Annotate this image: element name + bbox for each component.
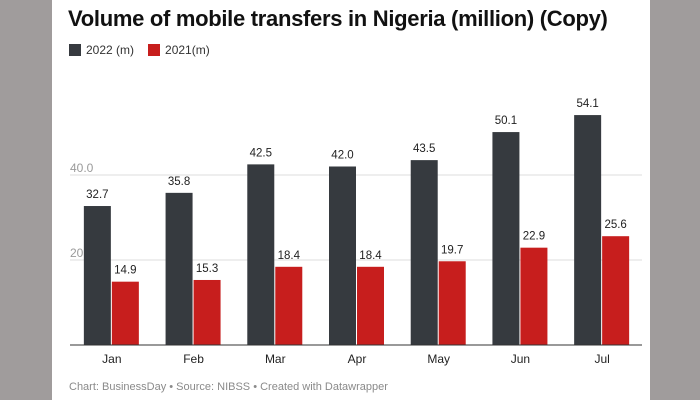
legend-item-2021: 2021(m)	[148, 43, 210, 57]
bar-2022-feb	[165, 192, 193, 345]
value-label-2021-mar: 18.4	[278, 250, 301, 262]
legend-item-2022: 2022 (m)	[69, 43, 134, 57]
x-tick-label-jul: Jul	[594, 352, 609, 366]
bar-chart: 20.040.032.714.9Jan35.815.3Feb42.518.4Ma…	[70, 98, 642, 366]
bar-2022-mar	[247, 164, 275, 345]
value-label-2021-jun: 22.9	[523, 231, 545, 243]
x-tick-label-feb: Feb	[183, 352, 204, 366]
legend-label-2022: 2022 (m)	[86, 43, 135, 57]
value-label-2022-feb: 35.8	[168, 176, 190, 188]
value-label-2021-jan: 14.9	[114, 265, 136, 277]
bar-2021-feb	[193, 279, 221, 345]
bar-2022-may	[410, 160, 438, 345]
value-label-2022-apr: 42.0	[331, 150, 353, 162]
x-tick-label-jan: Jan	[102, 352, 121, 366]
value-label-2022-may: 43.5	[413, 143, 435, 155]
bar-2022-apr	[329, 166, 356, 345]
bar-2021-jun	[520, 247, 548, 345]
value-label-2022-jan: 32.7	[86, 189, 108, 201]
chart-title: Volume of mobile transfers in Nigeria (m…	[68, 6, 608, 31]
bar-2021-jul	[602, 236, 630, 345]
value-label-2021-jul: 25.6	[604, 219, 626, 231]
value-label-2022-jun: 50.1	[495, 115, 517, 127]
value-label-2021-may: 19.7	[441, 244, 463, 256]
value-label-2021-apr: 18.4	[359, 250, 382, 262]
bar-2022-jan	[83, 206, 111, 345]
legend-label-2021: 2021(m)	[165, 43, 210, 57]
legend-swatch-2022	[69, 44, 81, 56]
bar-2021-mar	[275, 266, 303, 345]
value-label-2022-jul: 54.1	[576, 98, 598, 110]
x-tick-label-mar: Mar	[265, 352, 286, 366]
chart-card: Volume of mobile transfers in Nigeria (m…	[52, 0, 650, 400]
chart-footer: Chart: BusinessDay • Source: NIBSS • Cre…	[69, 381, 388, 393]
chart-legend: 2022 (m) 2021(m)	[69, 43, 224, 57]
x-tick-label-jun: Jun	[511, 352, 530, 366]
x-tick-label-may: May	[427, 352, 450, 366]
value-label-2022-mar: 42.5	[250, 147, 272, 159]
bar-2021-apr	[357, 266, 384, 345]
bar-2021-may	[438, 261, 466, 345]
bar-2022-jul	[574, 115, 602, 345]
x-tick-label-apr: Apr	[348, 352, 367, 366]
bar-2022-jun	[492, 132, 520, 345]
y-tick-label-40: 40.0	[70, 161, 94, 175]
value-label-2021-feb: 15.3	[196, 263, 218, 275]
legend-swatch-2021	[148, 44, 161, 56]
bar-2021-jan	[111, 281, 139, 345]
